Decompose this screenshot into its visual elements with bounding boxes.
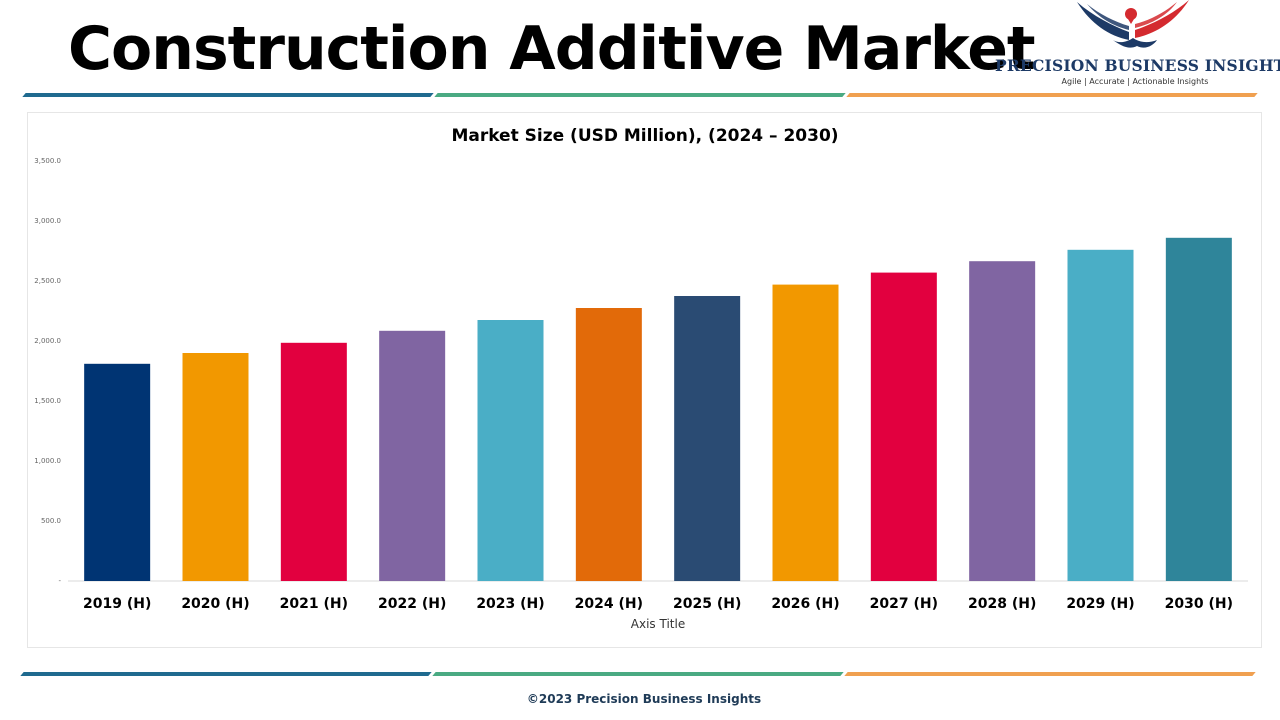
x-tick-label: 2026 (H): [771, 596, 839, 612]
bar-2026-h: [772, 284, 839, 581]
bar-2023-h: [477, 320, 544, 581]
bar-2021-h: [280, 342, 347, 581]
x-tick-label: 2030 (H): [1165, 596, 1233, 612]
x-tick-label: 2027 (H): [870, 596, 938, 612]
bar-2022-h: [379, 330, 446, 581]
header-stripe-orange: [846, 93, 1258, 97]
x-tick-label: 2023 (H): [476, 596, 544, 612]
y-tick-label: 1,000.0: [34, 457, 61, 465]
x-tick-label: 2021 (H): [280, 596, 348, 612]
logo-tagline: Agile | Accurate | Actionable Insights: [1061, 77, 1209, 86]
header-stripe-green: [434, 93, 846, 97]
y-tick-label: 2,500.0: [34, 277, 61, 285]
x-tick-label: 2022 (H): [378, 596, 446, 612]
x-tick-label: 2028 (H): [968, 596, 1036, 612]
logo-company-name: PRECISION BUSINESS INSIGHTS: [995, 56, 1280, 75]
header-stripe-blue: [22, 93, 434, 97]
chart-area: Market Size (USD Million), (2024 – 2030)…: [27, 112, 1262, 648]
footer-copyright: ©2023 Precision Business Insights: [526, 692, 762, 706]
chart-title: Market Size (USD Million), (2024 – 2030): [451, 126, 838, 146]
bar-chart: Market Size (USD Million), (2024 – 2030)…: [34, 126, 1248, 631]
footer-stripe-blue: [20, 672, 432, 676]
company-logo: PRECISION BUSINESS INSIGHTS Agile | Accu…: [995, 0, 1280, 90]
page-title: Construction Additive Market: [68, 14, 1036, 84]
x-tick-label: 2024 (H): [575, 596, 643, 612]
y-tick-label: 3,500.0: [34, 157, 61, 165]
bar-2019-h: [84, 363, 151, 581]
y-tick-label: 1,500.0: [34, 397, 61, 405]
bar-2029-h: [1067, 249, 1134, 582]
y-tick-label: 3,000.0: [34, 217, 61, 225]
x-tick-label: 2019 (H): [83, 596, 151, 612]
y-tick-label: 2,000.0: [34, 337, 61, 345]
bar-2025-h: [674, 296, 741, 581]
eagle-handshake-icon: [1077, 0, 1189, 48]
x-tick-label: 2029 (H): [1066, 596, 1134, 612]
x-tick-label: 2025 (H): [673, 596, 741, 612]
y-tick-label: -: [58, 577, 61, 585]
x-axis-title: Axis Title: [631, 617, 685, 631]
bar-2028-h: [969, 261, 1036, 581]
x-tick-label: 2020 (H): [181, 596, 249, 612]
y-tick-label: 500.0: [41, 517, 61, 525]
bar-2030-h: [1165, 237, 1232, 582]
bar-2024-h: [575, 308, 642, 581]
footer-stripe-orange: [844, 672, 1256, 676]
bar-2020-h: [182, 353, 249, 581]
bar-2027-h: [870, 272, 937, 581]
footer-stripe-green: [432, 672, 844, 676]
